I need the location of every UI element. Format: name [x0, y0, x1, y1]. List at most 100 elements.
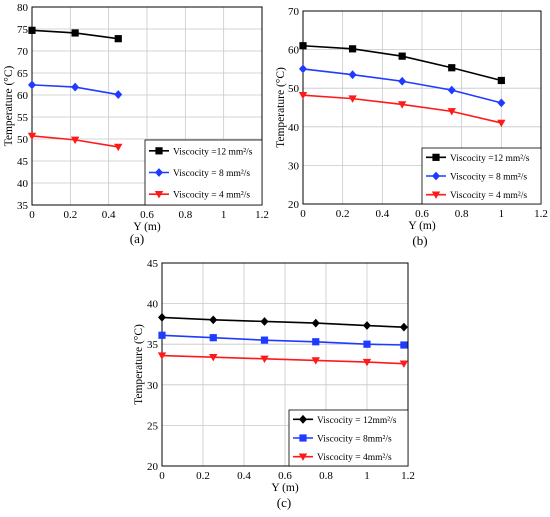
data-point: [209, 353, 218, 362]
legend: Viscocity = 12mm²/s Viscocity = 8mm²/s Vis…: [288, 409, 409, 467]
y-tick-label: 45: [147, 258, 159, 270]
y-tick-label: 40: [288, 122, 300, 134]
data-point: [311, 318, 320, 328]
data-point: [497, 119, 506, 128]
data-point: [260, 355, 269, 364]
data-point: [157, 352, 167, 360]
x-tick-label: 1: [221, 209, 227, 221]
data-point: [71, 29, 79, 37]
legend-label: Viscocity = 4 mm²/s: [173, 191, 250, 201]
series-3: [27, 132, 123, 152]
series-line: [302, 44, 502, 82]
data-point: [497, 76, 505, 85]
chart-c: 0 0.2 0.4 0.6 0.8 1 1.2 20 25 30 35 40 45 Y (m) Temper…: [133, 258, 415, 510]
x-tick-label: 0.6: [140, 209, 154, 221]
series-line: [161, 334, 404, 346]
data-point: [348, 95, 357, 103]
series-2: [299, 64, 506, 108]
y-tick-label: 70: [288, 6, 300, 18]
data-point: [447, 85, 456, 95]
x-tick-label: 0.2: [196, 470, 210, 482]
x-tick-label: 0.4: [102, 209, 116, 221]
data-point: [400, 341, 408, 349]
x-tick-label: 0.8: [319, 470, 333, 482]
y-tick-label: 25: [147, 420, 159, 432]
data-point: [399, 360, 409, 368]
data-point: [114, 143, 123, 152]
y-tick-label: 65: [17, 68, 29, 80]
legend-label: Viscocity = 4 mm²/s: [450, 191, 527, 201]
series-2: [158, 331, 408, 349]
data-point: [363, 340, 371, 348]
x-tick-label: 0.8: [455, 208, 469, 220]
data-point: [362, 358, 372, 367]
data-point: [398, 52, 406, 60]
x-tick-label: 1: [364, 470, 370, 482]
legend-marker: [432, 153, 440, 161]
y-tick-label: 20: [288, 199, 300, 211]
x-axis-label: Y (m): [408, 220, 436, 232]
data-point: [27, 132, 37, 141]
series-line: [161, 316, 404, 328]
y-tick-label: 45: [17, 156, 29, 168]
x-tick-label: 1.2: [534, 208, 548, 220]
legend-marker: [298, 453, 308, 461]
data-point: [299, 64, 307, 74]
legend: Viscocity =12 mm²/s Viscocity = 8 mm²/s Vi…: [421, 147, 542, 205]
data-point: [71, 82, 80, 92]
data-point: [448, 64, 456, 72]
x-tick-label: 0: [159, 470, 165, 482]
legend-label: Viscocity =12 mm²/s: [450, 154, 530, 164]
y-tick-label: 30: [288, 160, 300, 172]
legend: Viscocity =12 mm²/s Viscocity = 8 mm²/s Vi…: [144, 139, 263, 206]
legend-marker: [299, 434, 307, 442]
x-tick-label: 0.6: [415, 208, 429, 220]
data-point: [158, 313, 166, 322]
series-line: [302, 94, 502, 124]
data-point: [28, 80, 36, 90]
data-point: [348, 70, 357, 80]
legend-marker: [155, 147, 163, 155]
x-axis-label: Y (m): [271, 482, 299, 494]
data-point: [209, 315, 218, 325]
series-1: [28, 26, 122, 43]
y-tick-label: 40: [147, 299, 159, 311]
x-tick-label: 1: [499, 208, 505, 220]
y-tick-label: 60: [288, 45, 300, 57]
y-axis-label: Temperature (°C): [133, 324, 145, 405]
y-tick-label: 80: [17, 2, 29, 14]
y-tick-label: 55: [17, 112, 29, 124]
x-axis-label: Y (m): [133, 221, 161, 233]
data-point: [70, 136, 80, 145]
x-tick-label: 0.4: [237, 470, 251, 482]
legend-marker: [431, 191, 441, 199]
data-point: [497, 98, 506, 108]
x-tick-label: 0.6: [278, 470, 292, 482]
y-tick-label: 30: [147, 380, 159, 392]
y-tick-label: 70: [17, 46, 29, 58]
legend-marker: [155, 168, 163, 177]
data-point: [363, 321, 371, 330]
legend-marker: [432, 171, 440, 181]
x-tick-label: 1.2: [401, 470, 415, 482]
series-3: [298, 91, 506, 128]
data-point: [397, 101, 407, 109]
y-axis-label: Temperature (°C): [275, 67, 287, 148]
x-tick-label: 0.4: [375, 208, 389, 220]
legend-marker: [154, 190, 164, 199]
series-2: [28, 80, 123, 99]
y-axis-label: Temperature (°C): [3, 65, 15, 146]
y-tick-label: 35: [17, 200, 29, 212]
series-line: [161, 354, 404, 365]
y-tick-label: 40: [17, 178, 29, 190]
legend-marker: [299, 414, 307, 424]
plot-frame: [161, 262, 409, 467]
data-point: [114, 90, 123, 99]
legend-label: Viscocity = 8 mm²/s: [450, 173, 527, 183]
y-tick-label: 60: [17, 90, 29, 102]
data-point: [28, 26, 36, 34]
data-point: [399, 322, 408, 332]
data-point: [447, 108, 456, 116]
panel-caption: (a): [130, 231, 144, 246]
